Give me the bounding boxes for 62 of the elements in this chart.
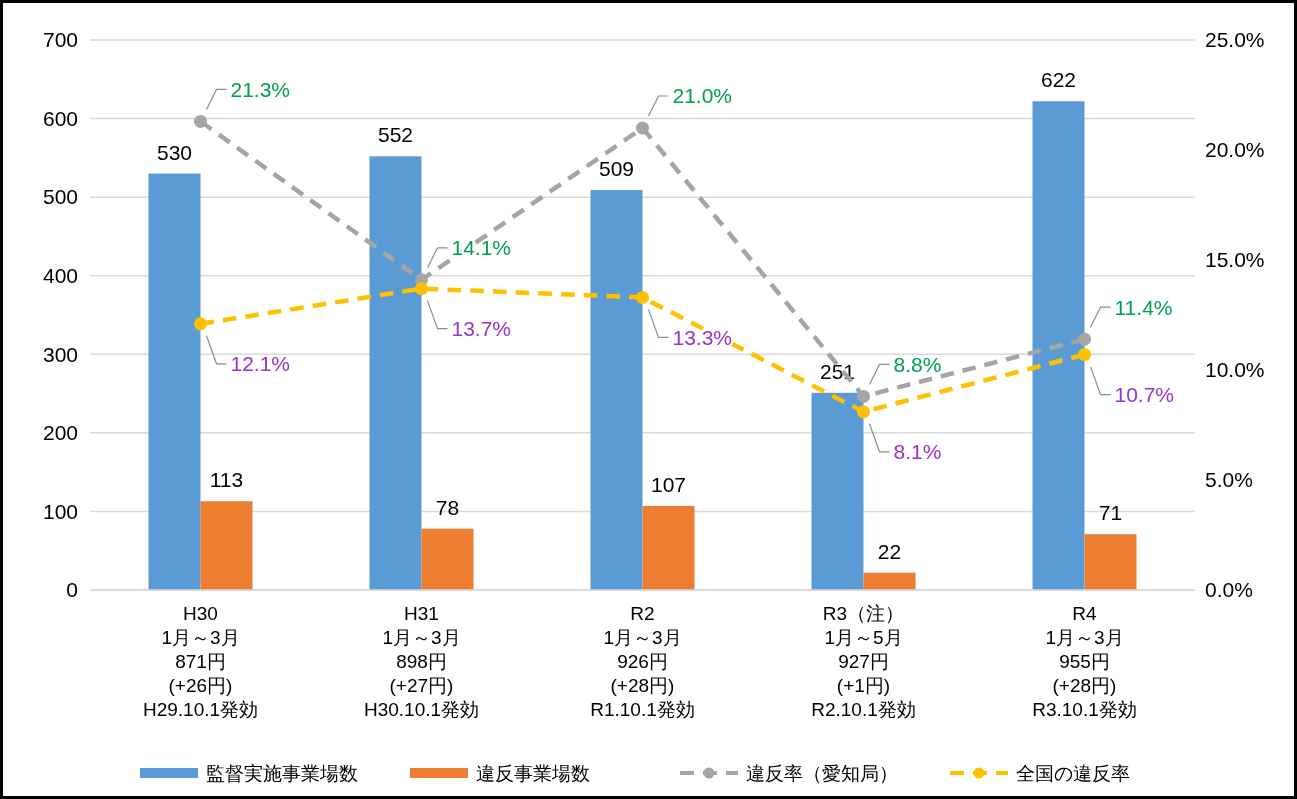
y-tick-label: 100 <box>42 499 78 523</box>
y2-tick-label: 10.0% <box>1205 358 1265 382</box>
y2-tick-label: 0.0% <box>1205 578 1253 602</box>
data-label: 21.3% <box>230 77 291 101</box>
data-label: 8.8% <box>893 352 942 376</box>
x-tick-label: R4 1月～3月 955円 (+28円) R3.10.1発効 <box>1032 603 1137 720</box>
data-label: 107 <box>650 472 687 496</box>
data-label: 13.3% <box>672 325 733 349</box>
bar <box>200 501 253 590</box>
bar <box>421 528 474 590</box>
point <box>415 282 428 296</box>
point <box>636 121 649 135</box>
bar <box>1032 101 1085 590</box>
y-tick-label: 600 <box>42 106 78 130</box>
point <box>1078 332 1091 346</box>
data-label: 21.0% <box>672 84 733 108</box>
point <box>194 317 207 331</box>
data-label: 8.1% <box>893 440 942 464</box>
data-label: 530 <box>156 140 193 164</box>
y-tick-label: 500 <box>42 185 78 209</box>
data-label: 509 <box>598 157 635 181</box>
bar <box>148 173 201 590</box>
data-label: 10.7% <box>1114 382 1175 406</box>
point <box>1078 348 1091 362</box>
legend-label: 監督実施事業場数 <box>206 762 358 784</box>
point <box>194 114 207 128</box>
legend-label: 違反率（愛知局） <box>746 762 898 784</box>
bar <box>1084 534 1137 590</box>
data-label: 11.4% <box>1114 295 1173 319</box>
y-tick-label: 200 <box>42 421 78 445</box>
data-label: 113 <box>209 468 244 492</box>
y2-tick-label: 20.0% <box>1205 138 1265 162</box>
bar <box>642 505 695 590</box>
y-tick-label: 300 <box>42 342 78 366</box>
data-label: 14.1% <box>451 236 512 260</box>
bar <box>369 156 422 590</box>
data-label: 622 <box>1040 68 1077 92</box>
point <box>857 389 870 403</box>
x-tick-label: R3（注） 1月～5月 927円 (+1円) R2.10.1発効 <box>811 603 916 720</box>
y2-tick-label: 5.0% <box>1205 468 1253 492</box>
y2-tick-label: 25.0% <box>1205 28 1265 52</box>
bar <box>811 392 864 590</box>
bar <box>590 190 643 590</box>
data-label: 251 <box>819 359 856 383</box>
data-label: 12.1% <box>230 352 291 376</box>
y-tick-label: 0 <box>66 578 78 602</box>
x-tick-label: R2 1月～3月 926円 (+28円) R1.10.1発効 <box>590 603 695 720</box>
x-tick-label: H30 1月～3月 871円 (+26円) H29.10.1発効 <box>142 603 259 720</box>
legend-label: 全国の違反率 <box>1016 762 1130 784</box>
x-tick-label: H31 1月～3月 898円 (+27円) H30.10.1発効 <box>363 603 480 720</box>
data-label: 22 <box>877 539 902 563</box>
point <box>857 405 870 419</box>
y-tick-label: 700 <box>42 28 78 52</box>
data-label: 13.7% <box>451 316 512 340</box>
data-label: 78 <box>435 495 460 519</box>
y2-tick-label: 15.0% <box>1205 248 1265 272</box>
y-tick-label: 400 <box>42 264 78 288</box>
data-label: 71 <box>1098 501 1123 525</box>
point <box>636 290 649 304</box>
bar <box>863 572 916 590</box>
data-label: 552 <box>377 123 414 147</box>
legend-label: 違反事業場数 <box>476 762 590 784</box>
